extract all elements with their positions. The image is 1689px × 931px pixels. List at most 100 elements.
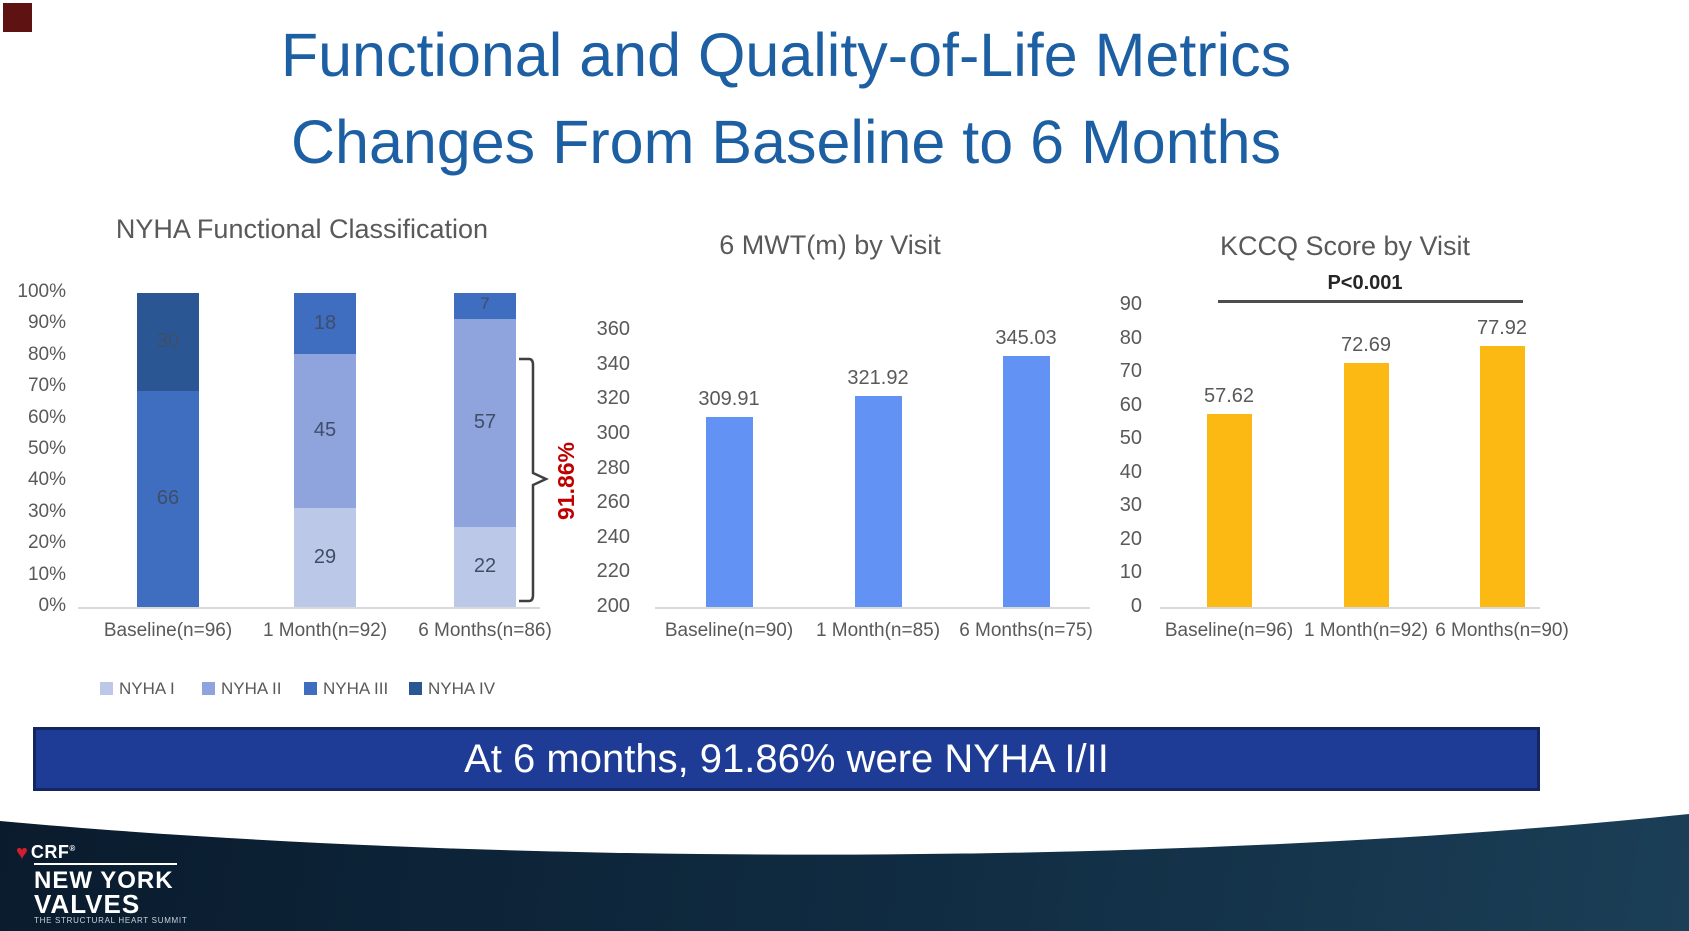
nyha-xlabel: 6 Months(n=86)	[418, 620, 552, 641]
nyha-ytick: 30%	[27, 500, 66, 522]
mwt-bar	[1003, 355, 1050, 607]
logo-divider	[34, 863, 177, 865]
legend-swatch-nyha-iii	[304, 682, 317, 695]
legend-swatch-nyha-ii	[202, 682, 215, 695]
chart-title-6mwt: 6 MWT(m) by Visit	[719, 230, 941, 260]
nyha-ytick: 10%	[27, 563, 66, 585]
kccq-ytick: 50	[1119, 427, 1142, 450]
nyha-segment-label: 57	[473, 410, 497, 433]
registered-mark: ®	[69, 844, 76, 853]
mwt-bar	[855, 395, 902, 607]
nyha-segment-label: 29	[313, 545, 337, 568]
crf-logo-row: ♥ CRF®	[16, 842, 216, 863]
mwt-ytick: 260	[596, 491, 630, 514]
nyha-xlabel: 1 Month(n=92)	[262, 620, 388, 641]
nyha-segment-label: 22	[473, 554, 497, 577]
nyha-segment-label: 18	[313, 311, 337, 334]
kccq-xlabel: 6 Months(n=90)	[1435, 620, 1569, 641]
kccq-xlabel: Baseline(n=96)	[1164, 620, 1294, 641]
mwt-ytick: 300	[596, 421, 630, 444]
kccq-ytick: 70	[1119, 360, 1142, 383]
nyha-bar-segment	[294, 293, 356, 355]
kccq-bar	[1207, 413, 1252, 607]
nyha-ytick: 90%	[27, 312, 66, 334]
title-line-2: Changes From Baseline to 6 Months	[290, 108, 1282, 176]
nyha-ytick: 0%	[38, 595, 66, 616]
kccq-bar	[1480, 345, 1525, 607]
mwt-xlabel: 6 Months(n=75)	[959, 620, 1093, 641]
nyha-xlabel: Baseline(n=96)	[103, 620, 233, 641]
nyha-ytick: 40%	[27, 469, 66, 491]
legend-swatch-nyha-iv	[409, 682, 422, 695]
mwt-bar	[706, 416, 753, 607]
brand-tagline: THE STRUCTURAL HEART SUMMIT	[34, 916, 188, 925]
kccq-ytick: 90	[1119, 293, 1142, 315]
kccq-ytick: 40	[1119, 460, 1142, 483]
kccq-ytick: 20	[1119, 527, 1142, 550]
nyha-bar-segment	[137, 293, 199, 392]
nyha-ytick: 60%	[27, 406, 66, 428]
summary-banner: At 6 months, 91.86% were NYHA I/II	[33, 727, 1540, 791]
legend-label: NYHA II	[221, 679, 282, 698]
legend-label: NYHA IV	[428, 679, 496, 698]
footer-band	[0, 808, 1689, 931]
slide-title: Functional and Quality-of-Life Metrics C…	[0, 12, 1572, 186]
kccq-ytick: 0	[1130, 595, 1142, 617]
nyha-ytick: 100%	[17, 281, 66, 302]
mwt-ytick: 340	[596, 352, 630, 375]
mwt-ytick: 240	[596, 525, 630, 548]
nyha-ytick: 50%	[27, 438, 66, 459]
nyha-ytick: 20%	[27, 532, 66, 554]
nyha-bar-segment	[454, 526, 516, 607]
nyha-bar-segment	[294, 508, 356, 607]
summary-banner-text: At 6 months, 91.86% were NYHA I/II	[464, 736, 1109, 781]
mwt-xlabel: Baseline(n=90)	[664, 620, 794, 641]
kccq-value-label: 57.62	[1203, 384, 1255, 407]
title-line-1: Functional and Quality-of-Life Metrics	[280, 21, 1292, 89]
mwt-ytick: 320	[596, 387, 630, 410]
brand-name-line1: NEW YORK	[34, 867, 174, 894]
chart-title-kccq: KCCQ Score by Visit	[1219, 231, 1471, 261]
kccq-axis-line	[1160, 607, 1540, 609]
nyha-bar-segment	[454, 318, 516, 527]
bracket-percentage-label: 91.86%	[553, 442, 579, 521]
footer-curve	[0, 808, 1689, 855]
nyha-segment-label: 30	[156, 330, 180, 353]
nyha-ytick: 80%	[27, 343, 66, 365]
mwt-axis-line	[655, 607, 1090, 609]
nyha-axis-line	[78, 607, 540, 609]
kccq-bar	[1344, 363, 1389, 607]
mwt-ytick: 220	[596, 560, 630, 583]
kccq-ytick: 10	[1119, 561, 1142, 584]
nyha-segment-label: 45	[313, 419, 337, 442]
mwt-value-label: 345.03	[995, 326, 1057, 349]
legend-label: NYHA III	[323, 679, 389, 698]
crf-org-name: CRF®	[30, 842, 76, 862]
corner-marker	[3, 3, 32, 32]
kccq-value-label: 72.69	[1340, 334, 1392, 357]
nyha-bar-segment	[137, 391, 199, 607]
heart-icon: ♥	[16, 841, 28, 864]
kccq-ytick: 30	[1119, 494, 1142, 517]
mwt-ytick: 360	[596, 318, 630, 340]
nyha-bar-segment	[294, 354, 356, 508]
kccq-ytick: 80	[1119, 326, 1142, 349]
nyha-bar-segment	[454, 293, 516, 319]
mwt-ytick: 200	[596, 595, 630, 617]
nyha-segment-label: 7	[480, 293, 490, 313]
p-value-label: P<0.001	[1327, 272, 1403, 294]
nyha-ytick: 70%	[27, 375, 66, 397]
kccq-value-label: 77.92	[1476, 316, 1528, 339]
brand-name-line2: VALVES	[34, 889, 141, 919]
mwt-value-label: 309.91	[698, 387, 760, 410]
p-value-line	[1218, 300, 1523, 303]
nyha-segment-label: 66	[156, 487, 180, 510]
legend-swatch-nyha-i	[100, 682, 113, 695]
mwt-ytick: 280	[596, 456, 630, 479]
mwt-xlabel: 1 Month(n=85)	[815, 620, 941, 641]
bracket-annotation	[519, 357, 549, 603]
chart-title-nyha: NYHA Functional Classification	[115, 214, 489, 244]
legend-label: NYHA I	[119, 679, 175, 698]
kccq-ytick: 60	[1119, 393, 1142, 416]
